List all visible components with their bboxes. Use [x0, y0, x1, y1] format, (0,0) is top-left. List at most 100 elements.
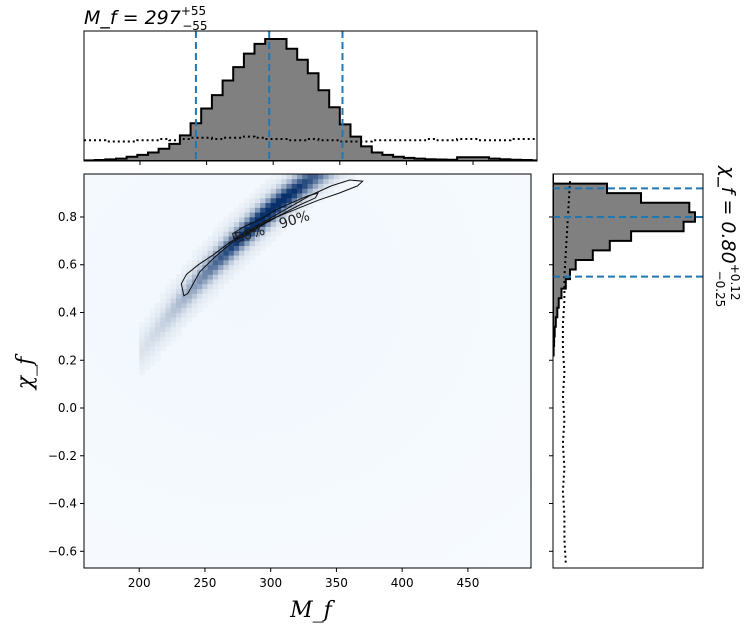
heatmap-cell: [181, 298, 187, 304]
y-tick-label: −0.6: [48, 544, 77, 558]
heatmap-cell: [149, 322, 156, 328]
heatmap-cell: [260, 216, 266, 223]
heatmap-cell: [265, 178, 272, 184]
joint-heatmap: [139, 174, 356, 375]
heatmap-cell: [170, 312, 177, 318]
heatmap-cell: [281, 202, 287, 208]
heatmap-cell: [249, 193, 256, 199]
heatmap-cell: [281, 174, 287, 180]
heatmap-cell: [207, 255, 214, 261]
heatmap-cell: [318, 197, 324, 204]
heatmap-cell: [244, 216, 251, 223]
heatmap-cell: [139, 369, 145, 375]
heatmap-cell: [154, 302, 161, 309]
heatmap-cell: [212, 283, 219, 290]
heatmap-cell: [281, 188, 287, 194]
heatmap-cell: [254, 193, 261, 199]
heatmap-cell: [239, 236, 245, 242]
heatmap-cell: [218, 269, 224, 275]
heatmap-cell: [302, 183, 308, 189]
heatmap-cell: [176, 312, 182, 318]
heatmap-cell: [270, 221, 277, 227]
heatmap-cell: [265, 221, 272, 227]
heatmap-cell: [197, 250, 203, 256]
marginal-y-frame: [552, 173, 704, 569]
heatmap-cell: [144, 341, 151, 347]
heatmap-cell: [176, 274, 182, 280]
heatmap-cell: [323, 183, 329, 189]
heatmap-cell: [202, 269, 208, 275]
heatmap-cell: [239, 255, 245, 261]
heatmap-cell: [281, 221, 287, 227]
y-axis-label: χ_f: [13, 353, 38, 391]
heatmap-cell: [239, 226, 245, 232]
heatmap-cell: [202, 302, 208, 309]
heatmap-cell: [270, 178, 277, 184]
heatmap-cell: [270, 236, 277, 242]
heatmap-cell: [318, 178, 324, 184]
heatmap-cell: [154, 326, 161, 332]
heatmap-cell: [223, 240, 230, 247]
heatmap-cell: [265, 183, 272, 189]
heatmap-cell: [181, 283, 187, 290]
heatmap-cell: [212, 240, 219, 247]
heatmap-cell: [197, 259, 203, 266]
heatmap-cell: [181, 317, 187, 323]
heatmap-cell: [154, 307, 161, 313]
heatmap-cell: [233, 250, 240, 256]
x-tick-label: 350: [325, 576, 348, 590]
heatmap-cell: [149, 326, 156, 332]
heatmap-cell: [186, 307, 193, 313]
heatmap-cell: [144, 355, 151, 361]
heatmap-cell: [291, 212, 298, 218]
heatmap-cell: [218, 231, 224, 237]
heatmap-cell: [160, 326, 166, 332]
heatmap-cell: [244, 226, 251, 232]
heatmap-cell: [154, 331, 161, 337]
heatmap-cell: [223, 279, 230, 285]
heatmap-cell: [244, 207, 251, 213]
heatmap-cell: [186, 312, 193, 318]
heatmap-cell: [254, 202, 261, 208]
heatmap-cell: [233, 216, 240, 223]
heatmap-cell: [170, 298, 177, 304]
heatmap-cell: [207, 279, 214, 285]
heatmap-cell: [149, 307, 156, 313]
heatmap-cell: [233, 207, 240, 213]
heatmap-cell: [265, 207, 272, 213]
heatmap-cell: [218, 255, 224, 261]
heatmap-cell: [239, 212, 245, 218]
y-tick-label: 0.8: [58, 210, 77, 224]
marginal-x-title-sup: +55: [181, 4, 206, 18]
heatmap-cell: [228, 259, 235, 266]
heatmap-cell: [286, 197, 293, 204]
heatmap-cell: [191, 302, 198, 309]
heatmap-cell: [223, 245, 230, 251]
marginal-x-ticks: [139, 161, 474, 165]
heatmap-cell: [291, 183, 298, 189]
heatmap-cell: [207, 259, 214, 266]
heatmap-cell: [302, 207, 308, 213]
heatmap-cell: [228, 255, 235, 261]
heatmap-cell: [207, 298, 214, 304]
heatmap-cell: [197, 279, 203, 285]
heatmap-cell: [312, 174, 319, 180]
heatmap-cell: [275, 221, 282, 227]
heatmap-cell: [260, 207, 266, 213]
heatmap-cell: [260, 226, 266, 232]
heatmap-cell: [254, 212, 261, 218]
heatmap-cell: [239, 202, 245, 208]
x-tick-label: 250: [193, 576, 216, 590]
heatmap-cell: [139, 350, 145, 356]
heatmap-cell: [186, 283, 193, 290]
heatmap-cell: [139, 345, 145, 352]
heatmap-cell: [170, 331, 177, 337]
heatmap-cell: [191, 293, 198, 299]
y-tick-label: 0.2: [58, 353, 77, 367]
heatmap-cell: [218, 283, 224, 290]
heatmap-cell: [139, 331, 145, 337]
heatmap-cell: [291, 174, 298, 180]
heatmap-cell: [139, 326, 145, 332]
heatmap-cell: [249, 221, 256, 227]
heatmap-cell: [144, 326, 151, 332]
